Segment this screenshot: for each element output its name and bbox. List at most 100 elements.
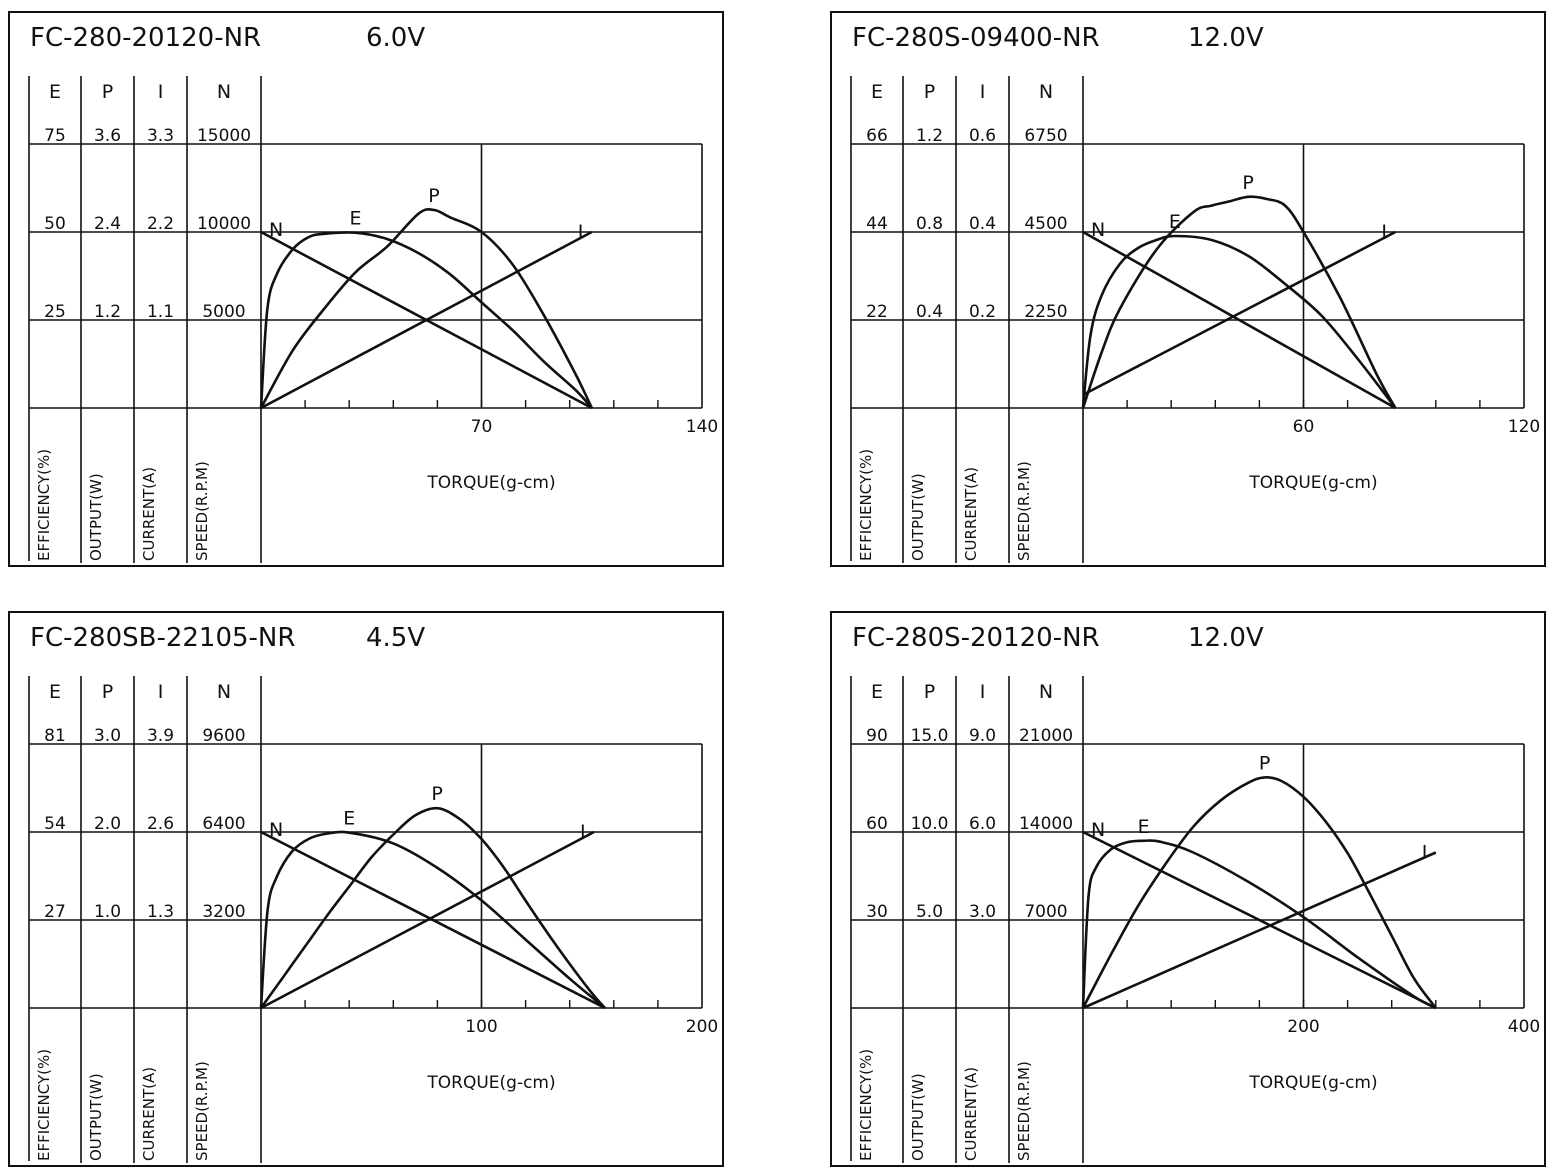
chart-3-frame (8, 611, 724, 1167)
chart-1-p-tick-label: 2.4 (94, 214, 121, 234)
chart-4-n-tick-label: 21000 (1019, 726, 1073, 746)
chart-4-n-tick-label: 14000 (1019, 814, 1073, 834)
chart-4-e-tick-label: 30 (866, 902, 888, 922)
chart-2-n-tick-label: 6750 (1024, 126, 1067, 146)
chart-1-series-i (260, 230, 593, 410)
chart-1-voltage: 6.0V (366, 23, 425, 53)
chart-3-series-label-i: I (580, 821, 586, 843)
chart-2-n-tick-label: 4500 (1024, 214, 1067, 234)
chart-3-title: FC-280SB-22105-NR (30, 623, 295, 653)
chart-1-x-tick-label: 70 (471, 417, 493, 437)
chart-2-svg: FC-280S-09400-NR 12.0V E 66 44 22 EFFICIENCY(%… (830, 11, 1546, 567)
chart-1-col-header-i: I (158, 81, 164, 103)
chart-1-e-tick-label: 25 (44, 302, 66, 322)
chart-2-frame (830, 11, 1546, 567)
chart-1-n-tick-label: 5000 (202, 302, 245, 322)
chart-3-svg: FC-280SB-22105-NR 4.5V E 81 54 27 EFFICIENCY(%… (8, 611, 724, 1167)
chart-2-x-axis-label: TORQUE(g-cm) (1248, 473, 1377, 493)
chart-3-x-tick-label: 100 (465, 1017, 497, 1037)
chart-1-n-axis-label: SPEED(R.P.M) (193, 461, 211, 561)
chart-1-svg: FC-280-20120-NR 6.0V E 75 50 25 EFFICIENCY(%) P… (8, 11, 724, 567)
chart-3-series-p (259, 806, 606, 1009)
chart-1-i-tick-label: 3.3 (147, 126, 174, 146)
chart-3-col-header-p: P (102, 681, 113, 703)
chart-1-col-header-e: E (49, 81, 61, 103)
chart-4-i-axis-label: CURRENT(A) (962, 1067, 980, 1161)
chart-4-series-label-e: E (1138, 816, 1150, 838)
chart-1-e-tick-label: 50 (44, 214, 66, 234)
chart-2-title: FC-280S-09400-NR (852, 23, 1100, 53)
chart-2-e-tick-label: 22 (866, 302, 888, 322)
chart-1-title: FC-280-20120-NR (30, 23, 261, 53)
chart-3-i-tick-label: 1.3 (147, 902, 174, 922)
chart-3-series-e (259, 830, 606, 1010)
chart-2-p-tick-label: 0.8 (916, 214, 943, 234)
chart-4-series-e (1081, 839, 1437, 1010)
chart-3-i-tick-label: 2.6 (147, 814, 174, 834)
chart-4-p-axis-label: OUTPUT(W) (909, 1073, 927, 1161)
chart-1-series-label-e: E (350, 208, 362, 230)
chart-3-i-tick-label: 3.9 (147, 726, 174, 746)
chart-4-series-i (1082, 851, 1437, 1010)
chart-1-i-axis-label: CURRENT(A) (140, 467, 158, 561)
chart-2-p-tick-label: 0.4 (916, 302, 943, 322)
chart-3-e-tick-label: 27 (44, 902, 66, 922)
chart-2-series-p (1081, 195, 1397, 409)
chart-1-i-tick-label: 1.1 (147, 302, 174, 322)
chart-3-n-tick-label: 9600 (202, 726, 245, 746)
chart-3-col-header-i: I (158, 681, 164, 703)
chart-3-p-axis-label: OUTPUT(W) (87, 1073, 105, 1161)
chart-2-n-axis-label: SPEED(R.P.M) (1015, 461, 1033, 561)
chart-3-p-tick-label: 2.0 (94, 814, 121, 834)
chart-2-i-tick-label: 0.4 (969, 214, 996, 234)
chart-4-series-p (1081, 776, 1437, 1009)
chart-3-n-tick-label: 3200 (202, 902, 245, 922)
chart-4-i-tick-label: 3.0 (969, 902, 996, 922)
chart-3-series-label-p: P (431, 783, 442, 805)
chart-2-p-tick-label: 1.2 (916, 126, 943, 146)
chart-3-e-axis-label: EFFICIENCY(%) (35, 1049, 53, 1161)
chart-1-x-tick-label: 140 (686, 417, 718, 437)
chart-3-p-tick-label: 3.0 (94, 726, 121, 746)
chart-1-x-axis-label: TORQUE(g-cm) (426, 473, 555, 493)
chart-1-n-tick-label: 15000 (197, 126, 251, 146)
chart-4-series-label-i: I (1422, 842, 1428, 864)
chart-4-title: FC-280S-20120-NR (852, 623, 1100, 653)
chart-1-p-tick-label: 1.2 (94, 302, 121, 322)
chart-4-voltage: 12.0V (1188, 623, 1264, 653)
chart-1-series-e (259, 231, 593, 409)
chart-2-series-i (1082, 230, 1397, 396)
chart-1-e-tick-label: 75 (44, 126, 66, 146)
chart-panel-1: FC-280-20120-NR 6.0V E 75 50 25 EFFICIENCY(%) P… (8, 11, 724, 567)
chart-2-col-header-p: P (924, 81, 935, 103)
chart-4-col-header-e: E (871, 681, 883, 703)
chart-1-p-axis-label: OUTPUT(W) (87, 473, 105, 561)
chart-2-i-tick-label: 0.2 (969, 302, 996, 322)
chart-2-series-label-n: N (1091, 219, 1105, 241)
chart-3-n-axis-label: SPEED(R.P.M) (193, 1061, 211, 1161)
chart-2-series-label-i: I (1381, 221, 1387, 243)
chart-3-series-label-n: N (269, 819, 283, 841)
chart-3-col-header-n: N (217, 681, 231, 703)
chart-4-x-tick-label: 200 (1287, 1017, 1319, 1037)
chart-4-series-n (1082, 830, 1437, 1010)
chart-2-series-label-p: P (1242, 172, 1253, 194)
chart-3-n-tick-label: 6400 (202, 814, 245, 834)
chart-2-x-tick-label: 60 (1293, 417, 1315, 437)
chart-2-series-n (1082, 230, 1397, 410)
chart-2-x-tick-label: 120 (1508, 417, 1540, 437)
chart-3-series-n (260, 830, 606, 1010)
chart-panel-3: FC-280SB-22105-NR 4.5V E 81 54 27 EFFICIENCY(%… (8, 611, 724, 1167)
chart-3-series-label-e: E (343, 808, 355, 830)
chart-3-x-axis-label: TORQUE(g-cm) (426, 1073, 555, 1093)
chart-4-e-tick-label: 90 (866, 726, 888, 746)
chart-4-x-tick-label: 400 (1508, 1017, 1540, 1037)
chart-4-svg: FC-280S-20120-NR 12.0V E 90 60 30 EFFICIENCY(%… (830, 611, 1546, 1167)
chart-4-n-tick-label: 7000 (1024, 902, 1067, 922)
chart-4-p-tick-label: 5.0 (916, 902, 943, 922)
chart-3-e-tick-label: 81 (44, 726, 66, 746)
chart-1-series-label-i: I (578, 221, 584, 243)
chart-2-voltage: 12.0V (1188, 23, 1264, 53)
chart-2-e-tick-label: 66 (866, 126, 888, 146)
chart-4-i-tick-label: 9.0 (969, 726, 996, 746)
